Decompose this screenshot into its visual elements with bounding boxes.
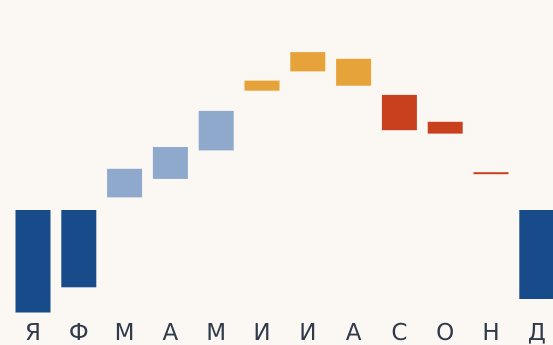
x-tick-label: М: [206, 320, 226, 345]
x-tick-label: Д: [528, 320, 546, 345]
bar-1: [15, 210, 51, 313]
bar-8: [336, 58, 372, 86]
x-tick-label: Я: [25, 320, 41, 345]
bar-5: [198, 110, 234, 151]
x-tick-label: Н: [482, 320, 499, 345]
bars-group: [15, 52, 553, 313]
bar-11: [473, 172, 509, 175]
x-tick-label: С: [391, 320, 407, 345]
x-tick-label: М: [115, 320, 135, 345]
x-tick-label: А: [163, 320, 179, 345]
bar-9: [381, 94, 417, 131]
bar-12: [519, 210, 553, 299]
x-tick-label: И: [253, 320, 270, 345]
x-tick-label: Ф: [69, 320, 89, 345]
bar-10: [427, 121, 463, 134]
x-tick-label: О: [436, 320, 454, 345]
bar-3: [107, 168, 143, 198]
x-tick-label: А: [346, 320, 362, 345]
bar-7: [290, 52, 326, 72]
bar-4: [152, 147, 188, 179]
x-tick-label: И: [299, 320, 316, 345]
bar-2: [61, 210, 97, 288]
bar-6: [244, 80, 280, 91]
